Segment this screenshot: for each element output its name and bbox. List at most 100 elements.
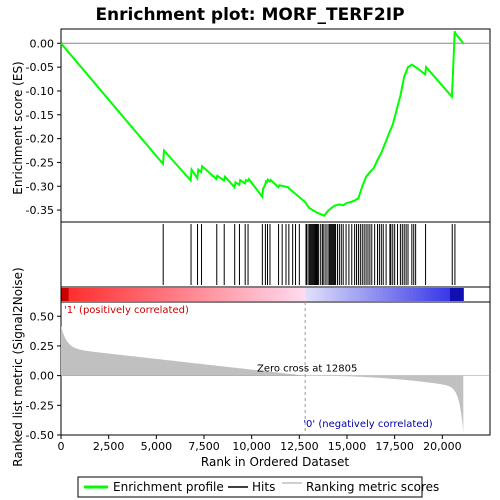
- x-tick-label: 15,000: [328, 440, 367, 453]
- x-tick-label: 20,000: [423, 440, 462, 453]
- es-y-tick-label: -0.10: [26, 85, 54, 98]
- color-bar-segment: [322, 288, 327, 301]
- color-bar-segment: [174, 288, 179, 301]
- color-bar-segment: [285, 288, 290, 301]
- es-panel-frame: [60, 28, 491, 223]
- color-bar-segment: [332, 288, 337, 301]
- color-bar-segment: [107, 288, 112, 301]
- positive-label: '1' (positively correlated): [64, 305, 189, 316]
- es-y-tick-label: -0.30: [26, 180, 54, 193]
- color-bar-segment: [221, 288, 226, 301]
- color-bar-segment: [305, 288, 310, 301]
- color-bar-segment: [211, 288, 216, 301]
- metric-y-axis-title: Ranked list metric (Signal2Noise): [11, 267, 25, 466]
- color-bar-segment: [325, 288, 330, 301]
- hits-panel-frame: [60, 221, 491, 288]
- metric-y-tick-label: 0.00: [30, 370, 55, 383]
- color-bar-segment: [278, 288, 283, 301]
- x-tick-label: 17,500: [375, 440, 414, 453]
- color-bar-segment: [409, 288, 414, 301]
- color-bar-segment: [392, 288, 397, 301]
- color-bar-segment: [402, 288, 407, 301]
- es-y-axis: 0.00 -0.05 -0.10 -0.15 -0.20 -0.25 -0.30 -0.35: [26, 37, 61, 217]
- legend-label-metric: Ranking metric scores: [306, 480, 439, 494]
- metric-y-tick-label: 0.50: [30, 310, 55, 323]
- color-bar-segment: [352, 288, 357, 301]
- legend-label-hits: Hits: [252, 480, 275, 494]
- x-tick-label: 0: [58, 440, 65, 453]
- color-bar-segment: [335, 288, 340, 301]
- color-bar-segment: [97, 288, 102, 301]
- color-bar-segment: [443, 288, 448, 301]
- color-bar-segment: [292, 288, 297, 301]
- color-bar-segment: [101, 288, 106, 301]
- color-bar-segment: [238, 288, 243, 301]
- color-bar-segment: [178, 288, 183, 301]
- es-y-tick-label: -0.25: [26, 156, 54, 169]
- color-bar-segment: [61, 288, 69, 301]
- zero-cross-label: Zero cross at 12805: [257, 364, 357, 375]
- color-bar-segment: [359, 288, 364, 301]
- color-bar-segment: [94, 288, 99, 301]
- color-bar-segment: [181, 288, 186, 301]
- color-bar-segment: [382, 288, 387, 301]
- x-tick-label: 5,000: [141, 440, 173, 453]
- color-bar-segment: [215, 288, 220, 301]
- color-bar-segment: [201, 288, 206, 301]
- color-bar-segment: [339, 288, 344, 301]
- color-bar-segment: [282, 288, 287, 301]
- color-bar-segment: [372, 288, 377, 301]
- color-bar-segment: [369, 288, 374, 301]
- color-bar-segment: [185, 288, 189, 301]
- es-y-tick-label: -0.15: [26, 109, 54, 122]
- color-bar-segment: [158, 288, 163, 301]
- color-bar-segment: [228, 288, 233, 301]
- color-bar-segment: [77, 288, 82, 301]
- color-bar-segment: [302, 288, 307, 301]
- color-bar-segment: [406, 288, 411, 301]
- color-bar-segment: [248, 288, 253, 301]
- color-bar-segment: [396, 288, 401, 301]
- color-bar-segment: [164, 288, 169, 301]
- color-bar-segment: [198, 288, 203, 301]
- color-bar-segment: [231, 288, 236, 301]
- color-bar-segment: [436, 288, 441, 301]
- color-bar-segment: [235, 288, 240, 301]
- color-bar-segment: [242, 288, 246, 301]
- color-bar-segment: [288, 288, 293, 301]
- color-bar-segment: [205, 288, 210, 301]
- color-bar-segment: [208, 288, 213, 301]
- es-y-tick-label: 0.00: [30, 37, 55, 50]
- color-bar-segment: [87, 288, 92, 301]
- color-bar-segment: [151, 288, 156, 301]
- legend-box: [77, 476, 423, 498]
- chart-title: Enrichment plot: MORF_TERF2IP: [95, 5, 404, 25]
- color-bar-segment: [124, 288, 129, 301]
- legend-label-enrichment: Enrichment profile: [113, 480, 224, 494]
- color-bar-segment: [386, 288, 391, 301]
- color-bar-segment: [275, 288, 280, 301]
- color-bar-segment: [245, 288, 250, 301]
- color-bar-segment: [218, 288, 223, 301]
- es-y-axis-title: Enrichment score (ES): [11, 61, 25, 194]
- color-bar-segment: [299, 288, 303, 301]
- color-bar-segment: [191, 288, 196, 301]
- enrichment-profile-line: [60, 31, 465, 218]
- color-bar-segment: [141, 288, 146, 301]
- color-bar-segment: [111, 288, 116, 301]
- color-bar-segment: [272, 288, 277, 301]
- color-bar-segment: [225, 288, 230, 301]
- color-bar-segment: [121, 288, 126, 301]
- color-bar-segment: [171, 288, 176, 301]
- color-bar-segment: [117, 288, 122, 301]
- color-bar-segment: [309, 288, 314, 301]
- color-bar-segment: [114, 288, 119, 301]
- color-bar-segment: [265, 288, 270, 301]
- color-bar-segment: [128, 288, 133, 301]
- color-bar-segment: [144, 288, 149, 301]
- color-bar-segment: [342, 288, 347, 301]
- x-tick-label: 12,500: [280, 440, 319, 453]
- metric-y-tick-label: -0.50: [26, 429, 54, 442]
- color-bar-segment: [84, 288, 89, 301]
- color-bar-segment: [104, 288, 109, 301]
